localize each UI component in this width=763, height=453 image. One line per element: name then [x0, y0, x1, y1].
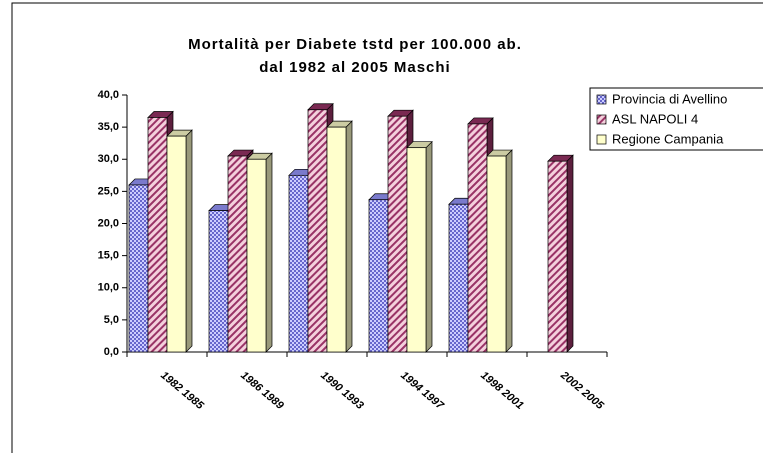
bar: [547, 160, 568, 353]
bar: [246, 158, 267, 353]
x-tick-label: 1982 1985: [158, 369, 206, 412]
y-tick-label: 20,0: [98, 217, 119, 229]
y-tick-label: 0,0: [104, 346, 119, 358]
y-tick-label: 40,0: [98, 89, 119, 101]
legend-label: Provincia di Avellino: [612, 91, 727, 106]
bar-side: [505, 149, 513, 353]
bar: [406, 147, 427, 353]
bar: [288, 174, 309, 353]
bar: [166, 135, 187, 353]
bar: [368, 199, 389, 353]
bar: [387, 115, 408, 353]
chart-border: [11, 2, 763, 453]
bar-side: [185, 129, 193, 353]
bar: [307, 109, 328, 353]
plot: 0,0 5,0 10,0 15,0 20,0 25,0 30,0 35,0 40,0 1982 1…: [98, 89, 608, 413]
bar-side: [265, 152, 273, 353]
legend-swatch: [596, 94, 607, 105]
x-tick-label: 1986 1989: [238, 369, 286, 412]
bar: [208, 210, 229, 353]
y-tick-label: 15,0: [98, 250, 119, 262]
y-tick-label: 30,0: [98, 153, 119, 165]
y-tick-label: 10,0: [98, 282, 119, 294]
x-tick-label: 1994 1997: [398, 369, 446, 412]
y-tick-label: 25,0: [98, 185, 119, 197]
chart-title: Mortalità per Diabete tstd per 100.000 a…: [188, 36, 522, 53]
bar: [147, 117, 168, 353]
legend-label: Regione Campania: [612, 131, 724, 146]
bar: [128, 184, 149, 353]
y-tick-label: 35,0: [98, 121, 119, 133]
legend-label: ASL NAPOLI 4: [612, 111, 698, 126]
legend-box: [589, 87, 763, 151]
legend: Provincia di Avellino ASL NAPOLI 4 Regione…: [589, 87, 763, 151]
bar-side: [425, 140, 433, 353]
x-tick-label: 2002 2005: [557, 369, 606, 413]
bar-side: [345, 120, 353, 353]
x-tick-label: 1990 1993: [318, 369, 366, 412]
bar: [227, 155, 248, 353]
bar: [467, 123, 488, 353]
legend-swatch: [596, 134, 607, 145]
x-tick-label: 1998 2001: [478, 369, 526, 412]
bar: [486, 155, 507, 353]
legend-swatch: [596, 114, 607, 125]
chart-subtitle: dal 1982 al 2005 Maschi: [259, 59, 450, 76]
bar: [448, 203, 469, 353]
y-tick-label: 5,0: [104, 314, 119, 326]
bar: [326, 126, 347, 353]
bar-side: [566, 154, 574, 353]
